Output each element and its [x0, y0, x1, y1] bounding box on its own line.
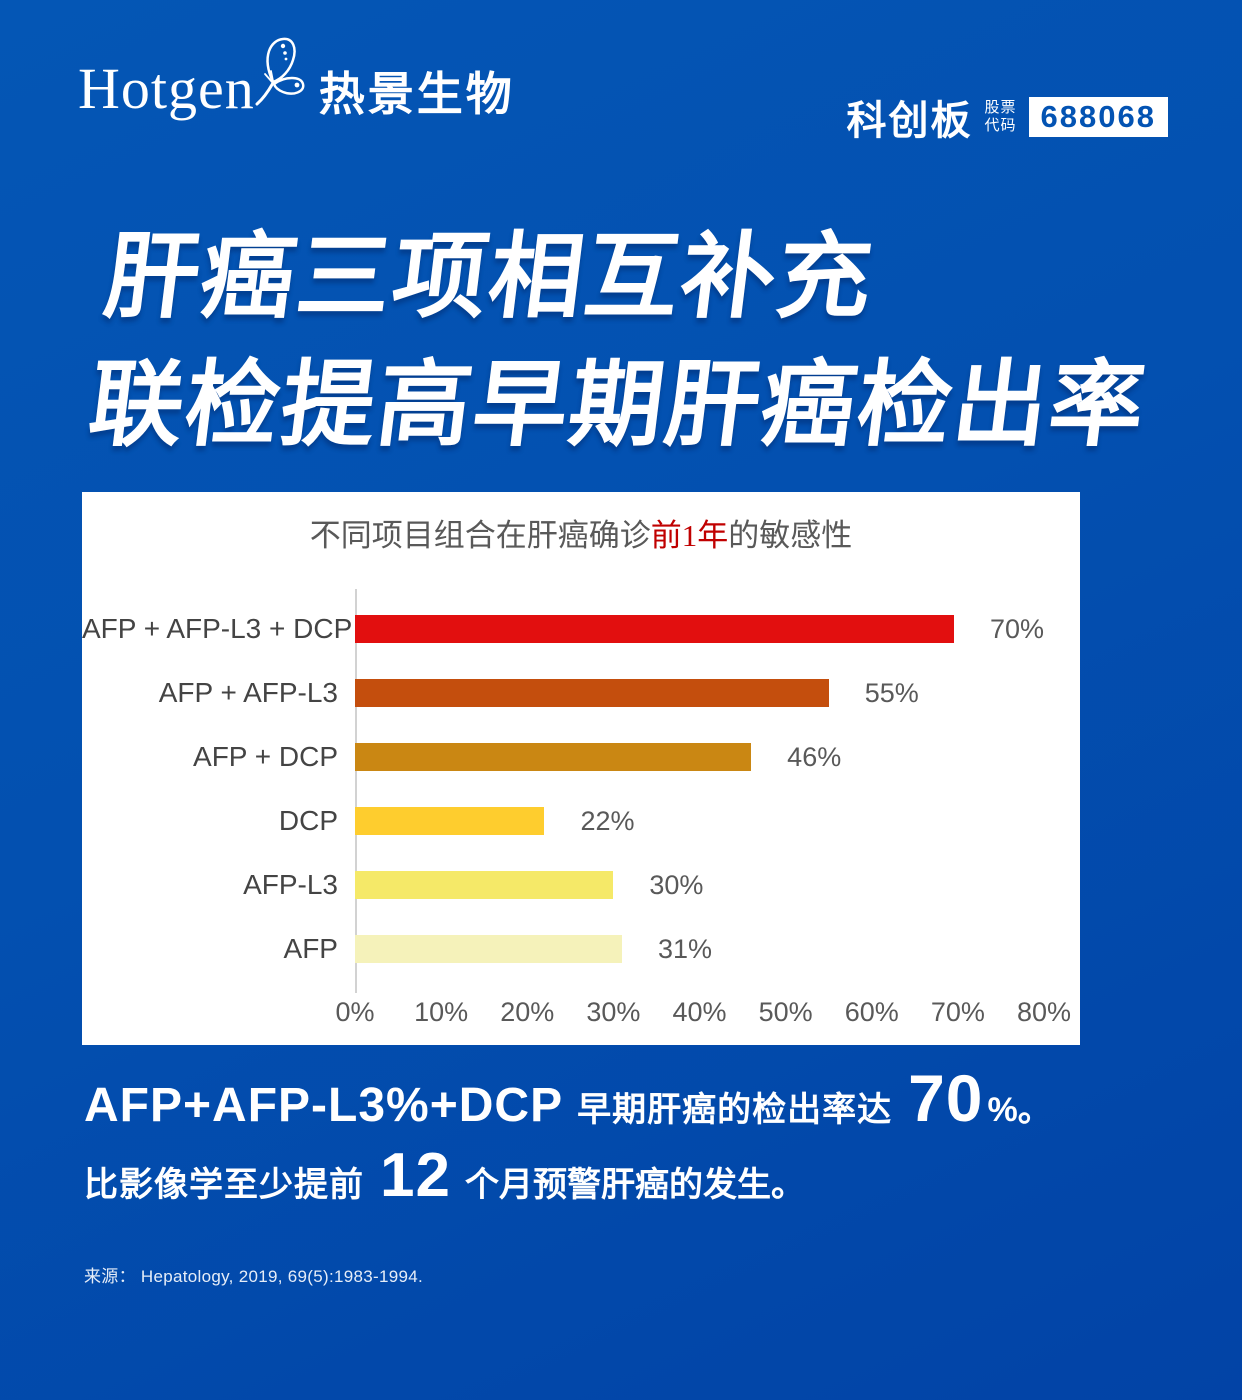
bar-row: AFP 31%: [82, 917, 1080, 981]
stock-code-label: 股票 代码: [984, 99, 1017, 134]
bar-category-label: AFP + AFP-L3: [158, 677, 338, 708]
chart-title-suffix: 的敏感性: [728, 518, 853, 553]
page-title-line1: 肝癌三项相互补充: [99, 224, 881, 329]
callout-line2-prefix: 比影像学至少提前: [84, 1166, 364, 1204]
chart-title-prefix: 不同项目组合在肝癌确诊: [309, 518, 651, 553]
x-axis-tick: 50%: [758, 997, 813, 1027]
stock-info: 科创板 股票 代码 688068: [847, 88, 1168, 146]
callout-line2-suffix: 个月预警肝癌的发生。: [464, 1166, 805, 1204]
bar-track: 70%: [355, 613, 1044, 644]
chart-title: 不同项目组合在肝癌确诊前1年的敏感性: [82, 510, 1080, 555]
bar-value-label: 22%: [580, 805, 635, 836]
bar-rows: AFP + AFP-L3 + DCP 70% AFP + AFP-L3 55% AFP …: [82, 589, 1080, 993]
chart-panel: 不同项目组合在肝癌确诊前1年的敏感性 AFP + AFP-L3 + DCP 70%…: [82, 492, 1080, 1045]
callout-line2: 比影像学至少提前 12 个月预警肝癌的发生。: [84, 1140, 1052, 1211]
logo-text-en: Hotgen: [78, 55, 255, 121]
x-axis-tick: 0%: [335, 997, 375, 1027]
bar-value-label: 30%: [649, 869, 704, 900]
bar: [355, 871, 614, 899]
bar-track: 30%: [355, 869, 1044, 900]
callout-line1-text: 早期肝癌的检出率达: [577, 1091, 893, 1129]
y-axis-line: [355, 589, 357, 993]
bar-value-label: 55%: [864, 677, 919, 708]
bar: [355, 935, 622, 963]
x-axis-tick: 40%: [672, 997, 727, 1027]
bar-track: 55%: [355, 677, 1044, 708]
bar-category-label: AFP-L3: [243, 869, 338, 900]
page-title: 肝癌三项相互补充 联检提高早期肝癌检出率: [83, 224, 1167, 457]
bar: [355, 615, 954, 643]
x-axis-tick: 60%: [844, 997, 899, 1027]
x-axis: 0% 10% 20% 30% 40% 50% 60% 70% 80%: [335, 997, 1071, 1037]
source-citation: 来源： Hepatology, 2019, 69(5):1983-1994.: [84, 1267, 424, 1286]
bar-category-label: AFP: [283, 933, 338, 964]
x-axis-tick: 20%: [500, 997, 555, 1027]
x-axis-tick: 30%: [586, 997, 641, 1027]
butterfly-icon: [255, 37, 305, 106]
bar-value-label: 70%: [989, 613, 1044, 644]
callout-months-number: 12: [380, 1141, 451, 1210]
bar-row: AFP-L3 30%: [82, 853, 1080, 917]
callout: AFP+AFP-L3%+DCP 早期肝癌的检出率达 70 %。 比影像学至少提前…: [84, 1060, 1052, 1211]
logo-text-cn: 热景生物: [318, 68, 515, 120]
bar: [355, 807, 545, 835]
x-axis-tick: 80%: [1016, 997, 1072, 1027]
bar-value-label: 46%: [787, 741, 842, 772]
bar-value-label: 31%: [657, 933, 713, 964]
stock-code-badge: 688068: [1028, 97, 1168, 137]
board-name: 科创板: [846, 99, 973, 143]
bar: [355, 743, 752, 771]
callout-markers: AFP+AFP-L3%+DCP: [84, 1079, 564, 1132]
callout-line1-suffix: %。: [987, 1091, 1052, 1129]
bar-category-label: AFP + DCP: [193, 741, 338, 772]
callout-line1: AFP+AFP-L3%+DCP 早期肝癌的检出率达 70 %。: [84, 1060, 1052, 1136]
bar: [355, 679, 829, 707]
bar-row: DCP 22%: [82, 789, 1080, 853]
bar-category-label: DCP: [278, 805, 338, 836]
page-title-line2: 联检提高早期肝癌检出率: [83, 352, 1153, 457]
bar-track: 46%: [355, 741, 1044, 772]
bar-category-label: AFP + AFP-L3 + DCP: [82, 613, 353, 644]
bar-row: AFP + AFP-L3 + DCP 70%: [82, 597, 1080, 661]
brand-logo: Hotgen 热景生物: [78, 37, 515, 124]
bar-row: AFP + AFP-L3 55%: [82, 661, 1080, 725]
callout-detection-rate: 70: [908, 1061, 984, 1135]
bar-track: 22%: [355, 805, 1044, 836]
bar-row: AFP + DCP 46%: [82, 725, 1080, 789]
bar-track: 31%: [355, 933, 1044, 964]
x-axis-tick: 10%: [414, 997, 469, 1027]
x-axis-tick: 70%: [930, 997, 985, 1027]
chart-title-highlight: 前1年: [650, 518, 729, 553]
